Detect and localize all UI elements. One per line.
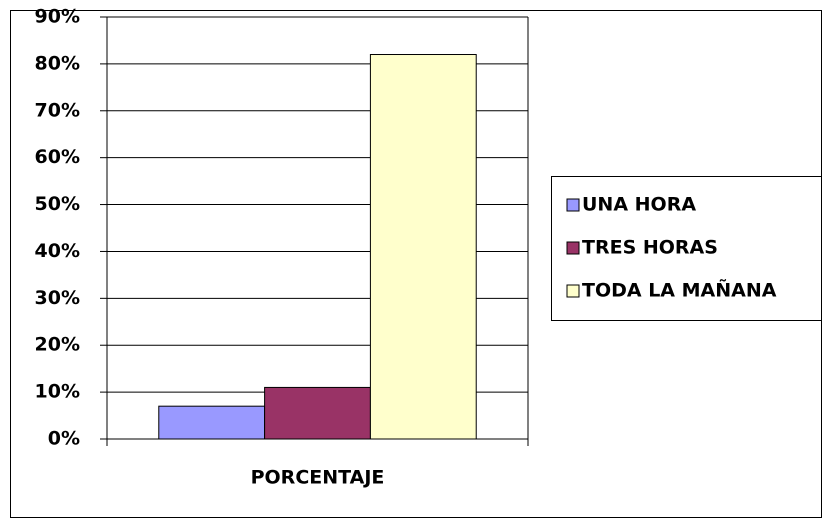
x-tick-label: PORCENTAJE (251, 467, 385, 489)
bar (264, 386, 371, 440)
legend-label: TODA LA MAÑANA (582, 278, 777, 302)
y-tick-label: 70% (35, 99, 80, 121)
legend-swatch (566, 198, 580, 212)
bar (158, 405, 266, 440)
y-tick-label: 0% (48, 428, 80, 450)
legend-swatch (566, 241, 580, 255)
y-tick-label: 40% (35, 240, 80, 262)
y-tick-label: 30% (35, 287, 80, 309)
legend-box (551, 176, 822, 321)
y-tick-label: 80% (35, 52, 80, 74)
bar (369, 54, 477, 440)
legend-label: UNA HORA (582, 194, 696, 216)
y-tick-label: 10% (35, 381, 80, 403)
y-tick-label: 50% (35, 193, 80, 215)
y-tick-label: 20% (35, 334, 80, 356)
y-tick-label: 90% (35, 6, 80, 28)
legend-swatch (566, 284, 580, 298)
legend-label: TRES HORAS (582, 237, 718, 259)
y-tick-label: 60% (35, 146, 80, 168)
